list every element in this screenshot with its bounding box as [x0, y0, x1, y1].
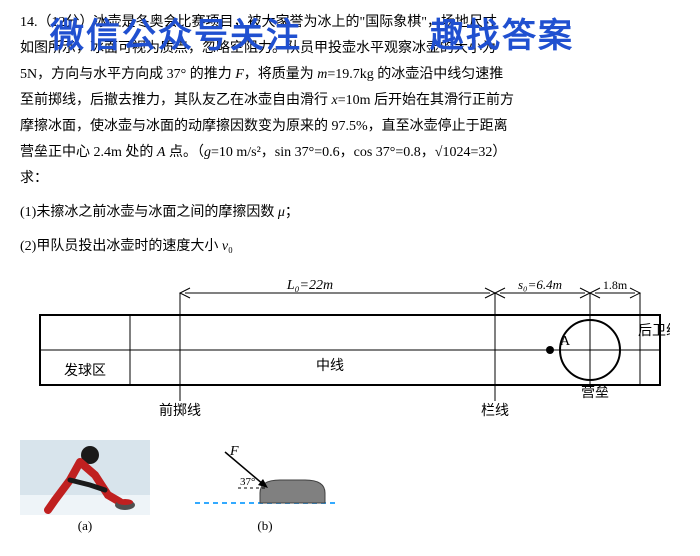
line-7: 求：: [20, 166, 680, 192]
angle-label: 37°: [240, 476, 255, 488]
force-label: F: [229, 445, 239, 459]
question-2: (2)甲队员投出冰壶时的速度大小 v₀: [20, 234, 680, 260]
back-line-label: 后卫线: [638, 323, 670, 339]
photo-placeholder: [20, 440, 150, 515]
launch-area-label: 发球区: [64, 363, 106, 379]
line-4: 至前掷线，后撤去推力，其队友乙在冰壶自由滑行 x=10m 后开始在其滑行正前方: [20, 88, 680, 114]
figure-b: F 37° (b): [190, 445, 340, 534]
caption-b: (b): [190, 518, 340, 534]
center-line-label: 中线: [316, 358, 344, 374]
point-a-marker: [546, 346, 554, 354]
figure-row: (a) F 37° (b): [0, 440, 700, 534]
front-line-label: 前掷线: [159, 402, 201, 419]
caption-a: (a): [20, 518, 150, 534]
curling-sheet-diagram: L₀=22m s₀=6.4m 1.8m A 发球区 中线 后卫线 前掷线 栏线 …: [0, 275, 700, 430]
L0-label: L₀=22m: [286, 278, 333, 293]
overlay-watermark-right: 趣找答案: [430, 8, 574, 57]
point-a-label: A: [560, 334, 571, 349]
line-5: 摩擦冰面，使冰壶与冰面的动摩擦因数变为原来的 97.5%，直至冰壶停止于距离: [20, 114, 680, 140]
question-1: (1)未擦冰之前冰壶与冰面之间的摩擦因数 μ；: [20, 200, 680, 226]
sheet-svg: L₀=22m s₀=6.4m 1.8m A 发球区 中线 后卫线 前掷线 栏线 …: [30, 275, 670, 425]
line-3: 5N，方向与水平方向成 37° 的推力 F，将质量为 m=19.7kg 的冰壶沿…: [20, 62, 680, 88]
overlay-watermark-left: 微信公众号关注: [50, 8, 302, 57]
force-diagram: F 37°: [190, 445, 340, 515]
end-label: 1.8m: [603, 278, 628, 292]
line-6: 营垒正中心 2.4m 处的 A 点。（g=10 m/s²，sin 37°=0.6…: [20, 140, 680, 166]
curling-stone: [260, 480, 325, 503]
house-label: 营垒: [581, 385, 609, 401]
figure-a: (a): [20, 440, 150, 534]
hog-line-label: 栏线: [481, 403, 509, 419]
s0-label: s₀=6.4m: [518, 277, 562, 292]
